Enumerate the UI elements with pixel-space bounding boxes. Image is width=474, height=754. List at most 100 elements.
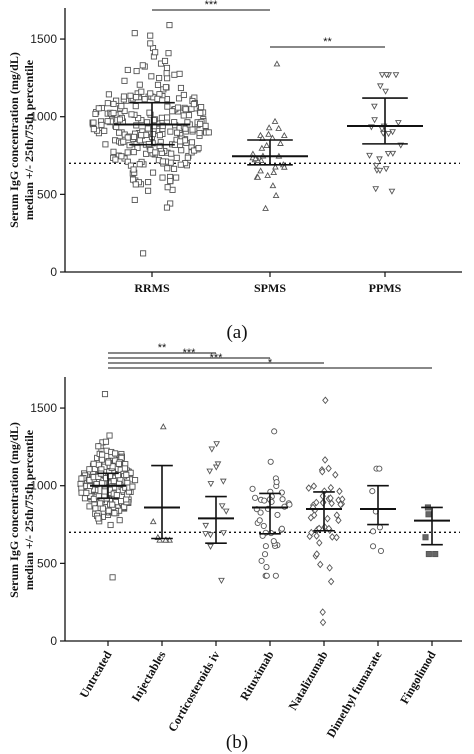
y-axis-label-line2: median +/- 25th/75th percentile bbox=[22, 429, 36, 590]
data-point bbox=[166, 22, 173, 29]
data-point bbox=[176, 70, 183, 77]
data-point bbox=[133, 94, 140, 101]
data-point bbox=[263, 141, 271, 148]
data-point bbox=[110, 100, 117, 108]
data-point bbox=[372, 162, 380, 169]
data-point bbox=[121, 465, 128, 472]
data-point bbox=[118, 498, 125, 505]
data-point bbox=[197, 109, 204, 117]
data-point bbox=[131, 30, 138, 37]
data-point bbox=[169, 186, 176, 193]
data-point bbox=[167, 200, 174, 207]
data-point bbox=[425, 550, 432, 558]
data-point bbox=[110, 109, 117, 117]
x-tick-label: Injectables bbox=[128, 648, 168, 704]
data-point bbox=[326, 564, 333, 572]
data-point bbox=[131, 196, 138, 203]
data-point bbox=[274, 511, 281, 518]
data-point bbox=[257, 509, 264, 516]
data-point bbox=[265, 124, 273, 131]
data-point bbox=[145, 179, 152, 186]
data-point bbox=[305, 484, 312, 492]
data-point bbox=[149, 518, 157, 525]
data-point bbox=[145, 187, 152, 194]
data-point bbox=[389, 150, 397, 157]
data-point bbox=[184, 154, 191, 161]
data-point bbox=[92, 110, 99, 117]
data-point bbox=[138, 88, 145, 95]
data-point bbox=[123, 471, 130, 478]
data-point bbox=[148, 73, 155, 80]
data-point bbox=[263, 572, 270, 579]
data-point bbox=[271, 428, 278, 435]
x-tick-label: SPMS bbox=[254, 281, 286, 295]
data-point bbox=[272, 572, 279, 579]
x-tick-label: Fingolimod bbox=[397, 648, 439, 706]
data-point bbox=[162, 536, 169, 543]
significance-label: *** bbox=[205, 0, 219, 11]
group-rituximab: Rituximab bbox=[237, 428, 293, 703]
data-point bbox=[325, 464, 332, 473]
group-rrms: RRMS bbox=[89, 22, 212, 295]
group-injectables: Injectables bbox=[128, 423, 180, 704]
y-tick-label: 1500 bbox=[30, 32, 57, 46]
data-point bbox=[182, 125, 189, 132]
data-point bbox=[269, 182, 277, 189]
y-tick-label: 1000 bbox=[30, 479, 57, 493]
data-point bbox=[273, 60, 281, 67]
data-point bbox=[136, 161, 143, 168]
data-point bbox=[185, 112, 193, 119]
data-point bbox=[335, 516, 342, 525]
data-point bbox=[339, 495, 346, 504]
data-point bbox=[156, 74, 163, 82]
data-point bbox=[107, 521, 114, 529]
data-point bbox=[272, 191, 280, 198]
data-point bbox=[95, 443, 102, 450]
data-point bbox=[161, 57, 169, 65]
data-point bbox=[99, 451, 106, 458]
data-point bbox=[143, 150, 150, 157]
data-point bbox=[83, 489, 90, 496]
data-point bbox=[376, 524, 383, 531]
data-point bbox=[109, 501, 116, 508]
data-point bbox=[180, 91, 187, 99]
x-tick-label: PPMS bbox=[369, 281, 402, 295]
x-tick-label: Natalizumab bbox=[285, 648, 330, 712]
data-point bbox=[170, 165, 178, 172]
data-point bbox=[133, 67, 140, 75]
y-tick-label: 0 bbox=[50, 265, 57, 279]
data-point bbox=[370, 543, 377, 550]
data-point bbox=[177, 138, 184, 145]
data-point bbox=[130, 166, 137, 173]
panel-label: (a) bbox=[226, 322, 247, 343]
data-point bbox=[257, 167, 264, 174]
data-point bbox=[101, 391, 109, 398]
data-point bbox=[163, 204, 171, 211]
data-point bbox=[207, 481, 215, 488]
data-point bbox=[270, 538, 277, 545]
data-point bbox=[118, 103, 125, 110]
data-point bbox=[279, 496, 286, 503]
data-point bbox=[267, 458, 274, 465]
data-point bbox=[313, 532, 320, 540]
data-point bbox=[112, 156, 119, 163]
data-point bbox=[130, 149, 137, 156]
data-point bbox=[101, 127, 108, 134]
data-point bbox=[178, 147, 185, 154]
data-point bbox=[182, 106, 189, 113]
data-point bbox=[218, 577, 225, 584]
data-point bbox=[202, 122, 209, 129]
data-point bbox=[308, 528, 315, 537]
data-point bbox=[319, 467, 326, 476]
data-point bbox=[189, 126, 196, 133]
data-point bbox=[147, 40, 154, 47]
data-point bbox=[327, 483, 335, 492]
data-point bbox=[104, 118, 111, 125]
data-point bbox=[321, 456, 329, 464]
data-point bbox=[206, 468, 214, 475]
data-point bbox=[222, 508, 230, 515]
data-point bbox=[254, 173, 262, 180]
data-point bbox=[113, 492, 120, 499]
data-point bbox=[262, 543, 269, 550]
